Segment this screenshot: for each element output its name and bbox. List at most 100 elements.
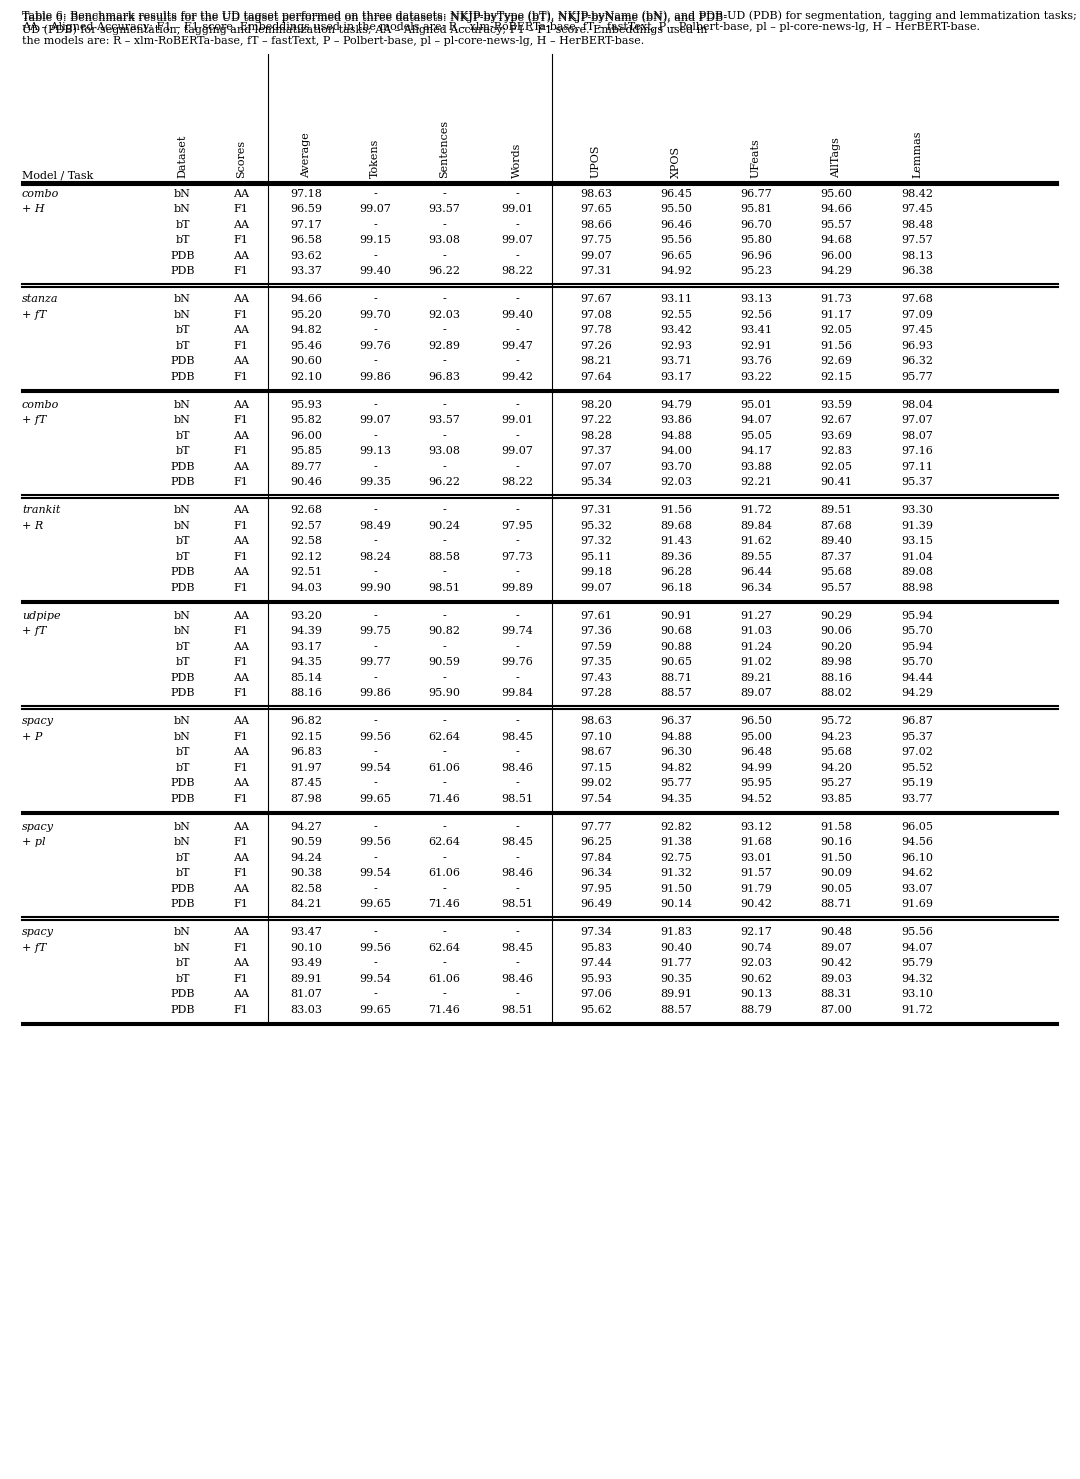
Text: 61.06: 61.06 — [428, 763, 460, 772]
Text: 93.76: 93.76 — [740, 356, 772, 367]
Text: AA: AA — [233, 716, 249, 726]
Text: 87.98: 87.98 — [291, 794, 322, 803]
Text: udpipe: udpipe — [22, 611, 60, 621]
Text: 97.84: 97.84 — [580, 853, 612, 862]
Text: 89.21: 89.21 — [740, 673, 772, 683]
Text: 96.00: 96.00 — [291, 430, 322, 441]
Text: 98.22: 98.22 — [501, 266, 534, 277]
Text: AA: AA — [233, 611, 249, 621]
Text: 96.28: 96.28 — [660, 568, 692, 577]
Text: 93.88: 93.88 — [740, 461, 772, 472]
Text: 95.83: 95.83 — [580, 942, 612, 952]
Text: -: - — [515, 958, 518, 969]
Text: 95.20: 95.20 — [291, 309, 322, 319]
Text: 95.62: 95.62 — [580, 1004, 612, 1015]
Text: F1: F1 — [233, 763, 248, 772]
Text: 89.40: 89.40 — [820, 537, 852, 546]
Text: 96.46: 96.46 — [660, 220, 692, 229]
Text: -: - — [515, 884, 518, 893]
Text: bT: bT — [175, 657, 190, 667]
Text: 97.59: 97.59 — [580, 642, 612, 652]
Text: 97.09: 97.09 — [901, 309, 933, 319]
Text: 95.90: 95.90 — [428, 688, 460, 698]
Text: 92.75: 92.75 — [660, 853, 692, 862]
Text: 90.91: 90.91 — [660, 611, 692, 621]
Text: + P: + P — [22, 732, 42, 742]
Text: -: - — [515, 506, 518, 515]
Text: 93.59: 93.59 — [820, 399, 852, 410]
Text: 95.60: 95.60 — [820, 189, 852, 198]
Text: 93.42: 93.42 — [660, 325, 692, 336]
Text: 71.46: 71.46 — [428, 899, 460, 910]
Text: 99.35: 99.35 — [359, 478, 391, 487]
Text: -: - — [515, 778, 518, 788]
Text: 98.51: 98.51 — [428, 583, 460, 593]
Text: 89.91: 89.91 — [291, 973, 322, 984]
Text: 94.23: 94.23 — [820, 732, 852, 742]
Text: 97.34: 97.34 — [580, 927, 612, 938]
Text: 93.22: 93.22 — [740, 371, 772, 382]
Text: 88.31: 88.31 — [820, 989, 852, 1000]
Text: AA: AA — [233, 568, 249, 577]
Text: -: - — [442, 399, 446, 410]
Text: 95.46: 95.46 — [291, 340, 322, 351]
Text: 90.42: 90.42 — [740, 899, 772, 910]
Text: 96.34: 96.34 — [740, 583, 772, 593]
Text: -: - — [442, 927, 446, 938]
Text: -: - — [373, 461, 377, 472]
Text: the models are: R – xlm-RoBERTa-base, fT – fastText, P – Polbert-base, pl – pl-c: the models are: R – xlm-RoBERTa-base, fT… — [22, 35, 645, 46]
Text: 93.15: 93.15 — [901, 537, 933, 546]
Text: spacy: spacy — [22, 822, 54, 831]
Text: + H: + H — [22, 204, 44, 214]
Text: -: - — [373, 642, 377, 652]
Text: 95.57: 95.57 — [820, 583, 852, 593]
Text: 97.75: 97.75 — [580, 235, 612, 246]
Text: 94.88: 94.88 — [660, 430, 692, 441]
Text: 88.02: 88.02 — [820, 688, 852, 698]
Text: 97.11: 97.11 — [901, 461, 933, 472]
Text: bN: bN — [174, 716, 191, 726]
Text: F1: F1 — [233, 942, 248, 952]
Text: 61.06: 61.06 — [428, 973, 460, 984]
Text: 96.25: 96.25 — [580, 837, 612, 847]
Text: 93.37: 93.37 — [291, 266, 322, 277]
Text: 95.93: 95.93 — [291, 399, 322, 410]
Text: F1: F1 — [233, 973, 248, 984]
Text: 99.07: 99.07 — [501, 447, 532, 456]
Text: 90.82: 90.82 — [428, 626, 460, 636]
Text: 96.83: 96.83 — [428, 371, 460, 382]
Text: 99.54: 99.54 — [359, 763, 391, 772]
Text: 93.70: 93.70 — [660, 461, 692, 472]
Text: 92.10: 92.10 — [291, 371, 322, 382]
Text: 97.36: 97.36 — [580, 626, 612, 636]
Text: 89.68: 89.68 — [660, 521, 692, 531]
Text: -: - — [515, 927, 518, 938]
Text: 98.13: 98.13 — [901, 251, 933, 260]
Text: 88.71: 88.71 — [660, 673, 692, 683]
Text: 90.16: 90.16 — [820, 837, 852, 847]
Text: 90.38: 90.38 — [291, 868, 322, 879]
Text: bT: bT — [175, 220, 190, 229]
Text: AA: AA — [233, 537, 249, 546]
Text: + pl: + pl — [22, 837, 45, 847]
Text: 90.62: 90.62 — [740, 973, 772, 984]
Text: 90.41: 90.41 — [820, 478, 852, 487]
Text: 93.20: 93.20 — [291, 611, 322, 621]
Text: 98.24: 98.24 — [359, 552, 391, 562]
Text: F1: F1 — [233, 478, 248, 487]
Text: 93.62: 93.62 — [291, 251, 322, 260]
Text: 99.89: 99.89 — [501, 583, 534, 593]
Text: 99.13: 99.13 — [359, 447, 391, 456]
Text: 90.68: 90.68 — [660, 626, 692, 636]
Text: AA: AA — [233, 822, 249, 831]
Text: -: - — [442, 642, 446, 652]
Text: 99.15: 99.15 — [359, 235, 391, 246]
Text: PDB: PDB — [171, 688, 194, 698]
Text: 98.45: 98.45 — [501, 732, 534, 742]
Text: 93.86: 93.86 — [660, 416, 692, 426]
Text: 96.96: 96.96 — [740, 251, 772, 260]
Text: 96.10: 96.10 — [901, 853, 933, 862]
Text: 90.24: 90.24 — [428, 521, 460, 531]
Text: 87.45: 87.45 — [291, 778, 322, 788]
Text: -: - — [442, 294, 446, 305]
